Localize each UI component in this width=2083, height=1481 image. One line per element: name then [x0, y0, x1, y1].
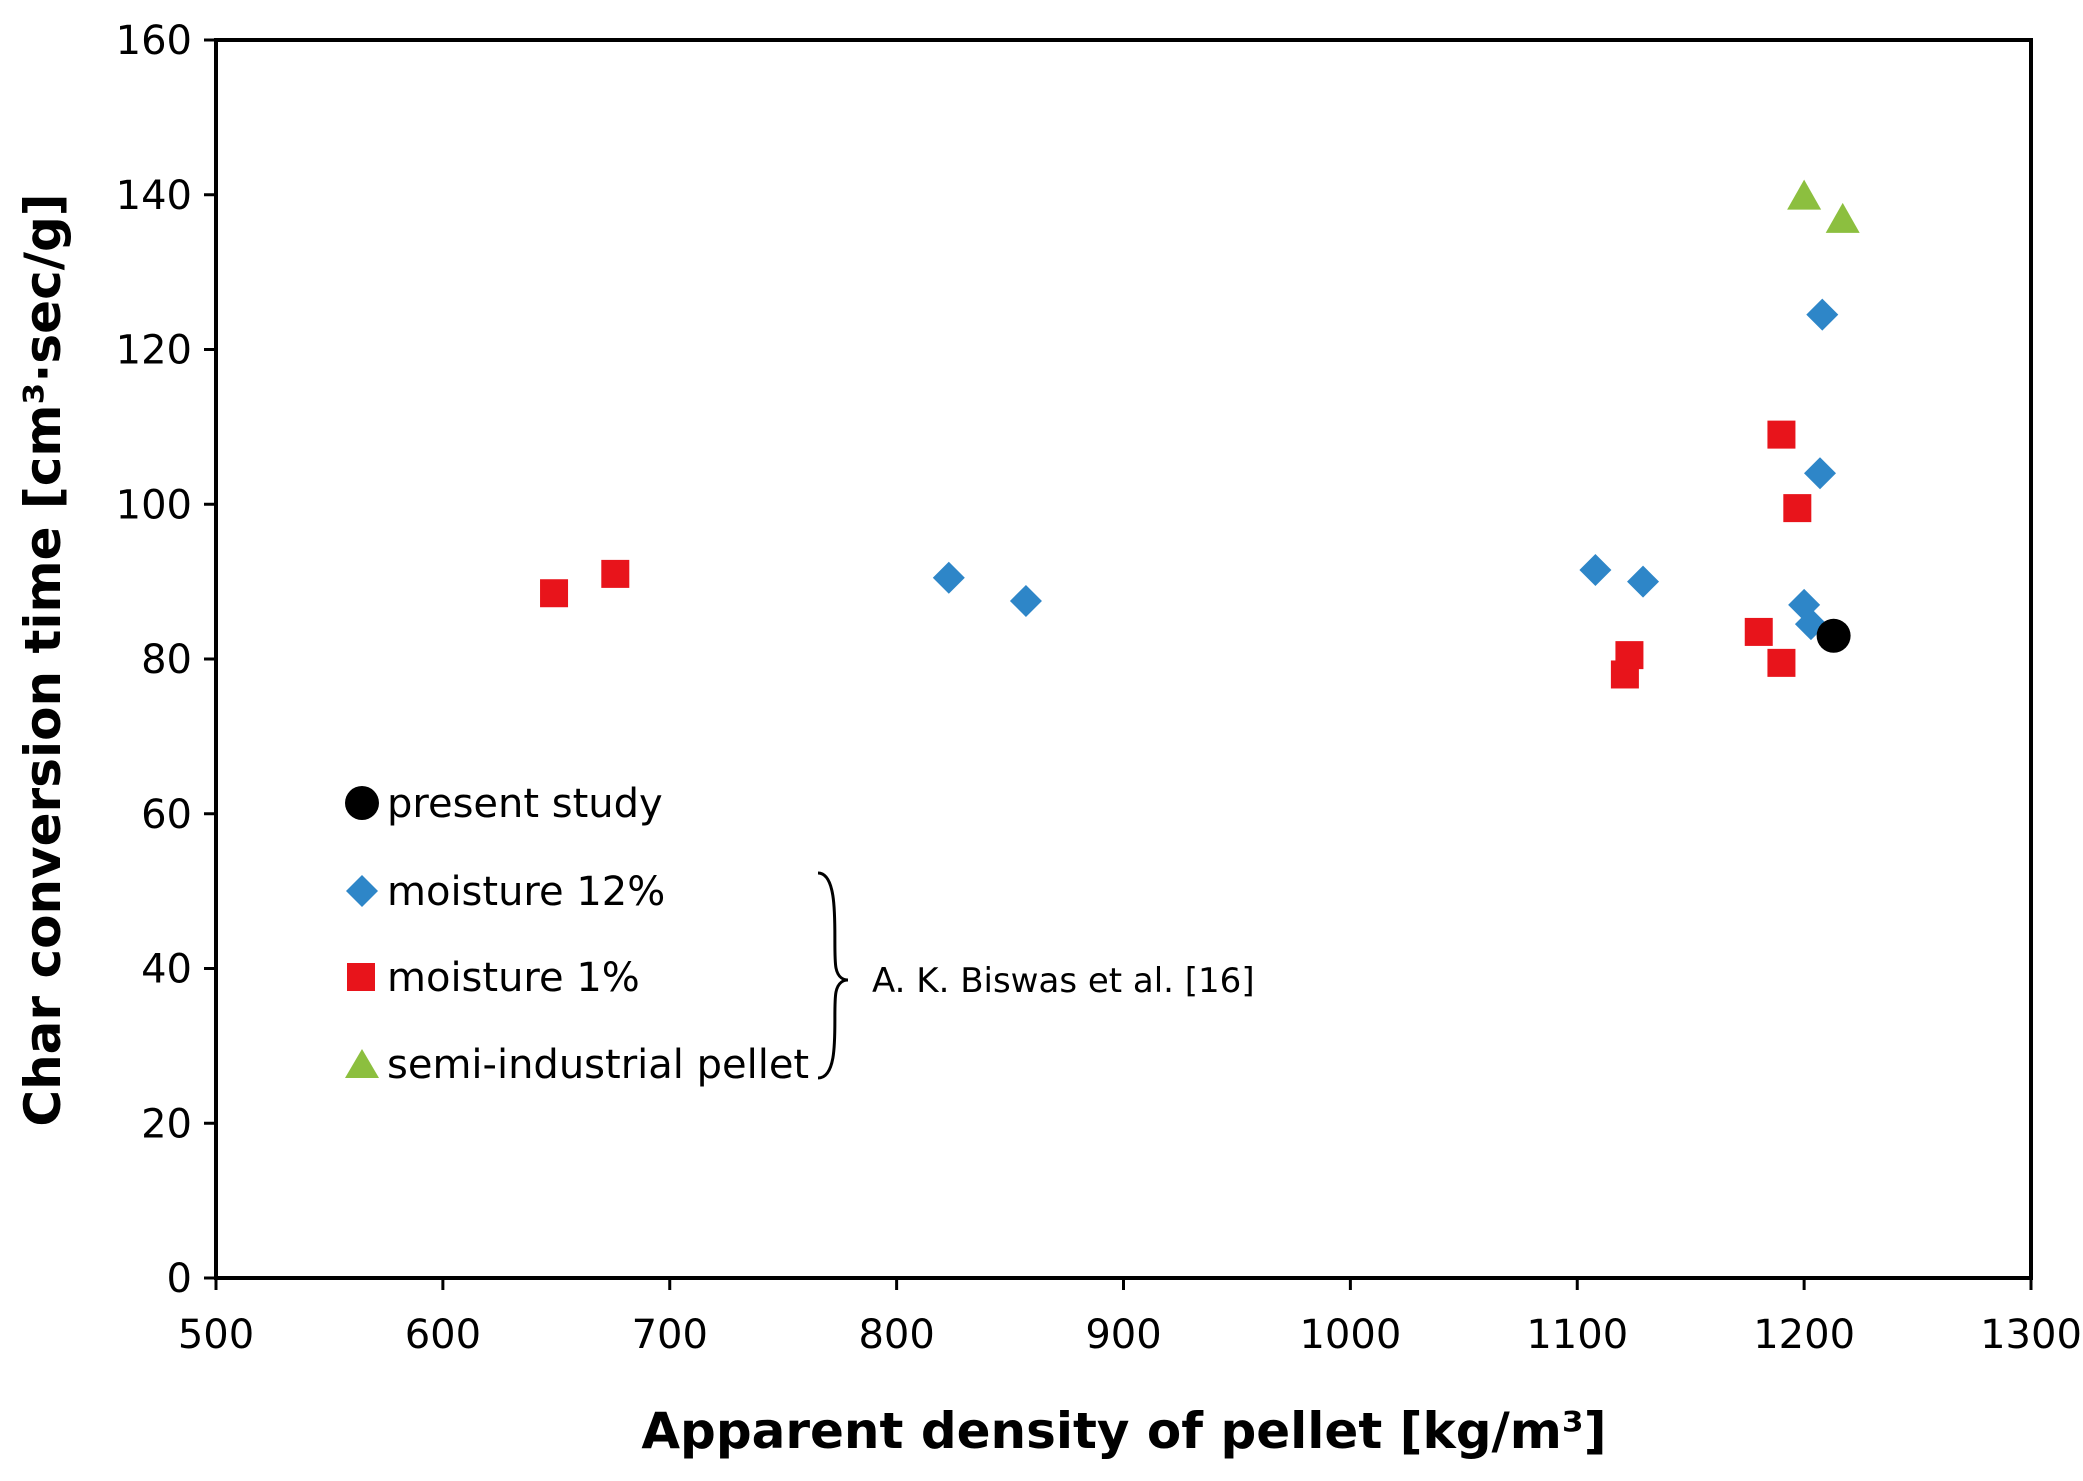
- x-tick-label: 1000: [1299, 1312, 1401, 1358]
- data-point-diamond: [1804, 457, 1837, 490]
- y-tick-label: 40: [141, 947, 192, 993]
- annotation-text: A. K. Biswas et al. [16]: [872, 961, 1255, 1001]
- x-tick-label: 1200: [1753, 1312, 1855, 1358]
- series-1: [932, 298, 1839, 641]
- data-point-circle: [1816, 618, 1851, 653]
- data-point-triangle: [1825, 202, 1860, 233]
- data-point-diamond: [1579, 554, 1612, 587]
- data-point-diamond: [1806, 298, 1839, 331]
- y-tick-label: 120: [116, 328, 192, 374]
- legend-label-moisture-12: moisture 12%: [387, 869, 665, 915]
- x-tick-label: 800: [858, 1312, 934, 1358]
- data-point-square: [601, 559, 630, 588]
- x-axis-title: Apparent density of pellet [kg/m³]: [641, 1402, 1606, 1460]
- legend-brace: [817, 871, 849, 1080]
- legend: present study moisture 12% moisture 1% s…: [345, 781, 809, 1088]
- data-point-square: [1767, 648, 1796, 677]
- legend-label-present-study: present study: [387, 781, 663, 827]
- legend-label-moisture-1: moisture 1%: [387, 955, 640, 1001]
- data-point-square: [540, 579, 569, 608]
- y-tick-label: 140: [116, 173, 192, 219]
- x-tick-label: 1100: [1526, 1312, 1628, 1358]
- y-tick-label: 20: [141, 1101, 192, 1147]
- x-tick-label: 1300: [1980, 1312, 2082, 1358]
- data-point-triangle: [1787, 179, 1822, 210]
- y-tick-label: 160: [116, 18, 192, 64]
- y-axis-title: Char conversion time [cm³·sec/g]: [14, 193, 72, 1126]
- x-tick-label: 500: [178, 1312, 254, 1358]
- plot-area: [214, 38, 2033, 1280]
- x-axis: 500 600 700 800 900 1000 1100 1200 1300: [178, 1278, 2082, 1358]
- data-point-square: [1744, 617, 1773, 646]
- x-tick-label: 700: [632, 1312, 708, 1358]
- y-tick-label: 100: [116, 482, 192, 528]
- x-tick-label: 900: [1085, 1312, 1161, 1358]
- legend-label-semi-industrial: semi-industrial pellet: [387, 1042, 809, 1088]
- data-point-square: [1615, 641, 1644, 670]
- series-2: [540, 420, 1812, 689]
- data-point-diamond: [1627, 565, 1660, 598]
- legend-marker-present-study: [345, 786, 379, 820]
- data-point-diamond: [932, 561, 965, 594]
- data-point-square: [1767, 420, 1796, 449]
- data-point-square: [1783, 494, 1812, 523]
- y-tick-label: 0: [167, 1256, 192, 1302]
- series-3: [1787, 179, 1860, 233]
- x-tick-label: 600: [405, 1312, 481, 1358]
- legend-marker-moisture-12: [346, 875, 378, 907]
- y-tick-label: 60: [141, 792, 192, 838]
- legend-marker-semi-industrial: [345, 1049, 379, 1078]
- y-tick-label: 80: [141, 637, 192, 683]
- y-axis: 0 20 40 60 80 100 120 140 160: [116, 18, 216, 1302]
- data-point-diamond: [1009, 584, 1042, 617]
- data-points: [540, 179, 1860, 689]
- legend-marker-moisture-1: [347, 963, 375, 991]
- series-0: [1816, 618, 1851, 653]
